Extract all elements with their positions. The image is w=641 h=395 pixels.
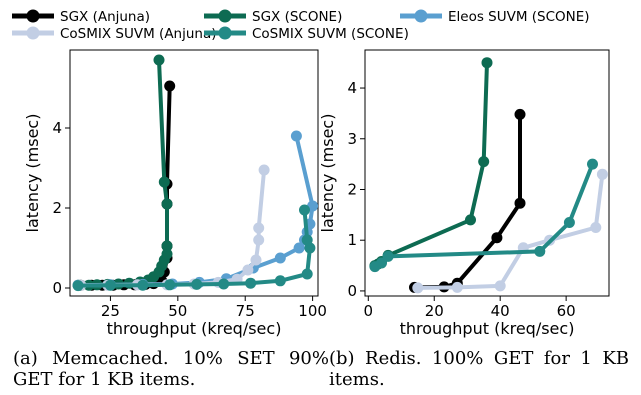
y-tick-label: 0 bbox=[52, 279, 62, 297]
data-point bbox=[164, 279, 176, 291]
series-line bbox=[78, 168, 267, 288]
data-point bbox=[412, 282, 424, 294]
x-tick-label: 60 bbox=[557, 302, 576, 320]
data-point bbox=[514, 108, 526, 120]
data-point bbox=[290, 130, 302, 142]
series-line bbox=[78, 84, 172, 288]
y-tick-label: 2 bbox=[52, 199, 62, 217]
data-point bbox=[158, 176, 170, 188]
data-point bbox=[218, 278, 230, 290]
y-tick-label: 4 bbox=[347, 79, 357, 97]
series-sgx-scone bbox=[72, 54, 173, 291]
series-line bbox=[76, 134, 315, 288]
legend-label: Eleos SUVM (SCONE) bbox=[448, 9, 590, 25]
series-line bbox=[76, 208, 312, 288]
data-point bbox=[258, 164, 270, 176]
series-cosmix-suvm-anjuna bbox=[412, 168, 608, 294]
legend-entry-sgx-anjuna: SGX (Anjuna) bbox=[12, 9, 150, 25]
data-point bbox=[253, 222, 265, 234]
plot-frame bbox=[69, 49, 319, 297]
data-point bbox=[153, 54, 165, 66]
data-point bbox=[563, 217, 575, 228]
data-point bbox=[245, 277, 257, 289]
data-point bbox=[164, 80, 176, 92]
legend-entry-sgx-scone: SGX (SCONE) bbox=[204, 9, 342, 25]
caption-redis: (b) Redis. 100% GET for 1 KB items. bbox=[329, 348, 629, 390]
x-tick-label: 20 bbox=[425, 302, 444, 320]
figure: SGX (Anjuna) SGX (SCONE) Eleos SUVM (SCONE… bbox=[12, 9, 610, 338]
series-sgx-anjuna bbox=[409, 108, 526, 293]
x-tick-label: 0 bbox=[364, 302, 374, 320]
legend-marker bbox=[26, 26, 40, 40]
data-point bbox=[299, 204, 310, 216]
series-eleos-suvm-scone bbox=[72, 130, 319, 291]
plot-redis: 0 20 40 60 0 1 2 3 4 throughput (kreq/sec) latency… bbox=[318, 49, 610, 338]
series-line bbox=[76, 58, 169, 288]
data-point bbox=[137, 279, 149, 291]
data-point bbox=[72, 280, 84, 292]
data-point bbox=[481, 57, 493, 69]
x-tick-label: 50 bbox=[168, 302, 187, 320]
series-line bbox=[412, 112, 522, 290]
data-point bbox=[382, 250, 394, 262]
legend-entry-cosmix-suvm-scone: CoSMIX SUVM (SCONE) bbox=[204, 26, 409, 42]
data-point bbox=[494, 280, 506, 292]
y-tick-label: 0 bbox=[347, 282, 357, 300]
legend-label: CoSMIX SUVM (Anjuna) bbox=[60, 26, 217, 42]
series-sgx-scone bbox=[369, 57, 493, 272]
legend: SGX (Anjuna) SGX (SCONE) Eleos SUVM (SCONE… bbox=[12, 9, 590, 42]
data-point bbox=[587, 158, 598, 170]
y-axis-label: latency (msec) bbox=[23, 114, 42, 233]
legend-marker bbox=[26, 9, 40, 23]
plot-frame bbox=[364, 49, 610, 297]
legend-marker bbox=[218, 9, 232, 23]
data-point bbox=[253, 234, 265, 246]
y-tick-label: 1 bbox=[347, 231, 357, 249]
data-point bbox=[590, 222, 602, 233]
x-axis-label: throughput (kreq/sec) bbox=[400, 319, 575, 338]
data-point bbox=[478, 156, 490, 168]
data-point bbox=[534, 245, 546, 257]
data-point bbox=[301, 268, 313, 280]
data-point bbox=[161, 198, 173, 210]
data-point bbox=[161, 240, 173, 252]
y-axis-label: latency (msec) bbox=[318, 114, 337, 233]
y-tick-label: 2 bbox=[347, 180, 357, 198]
data-point bbox=[465, 214, 476, 226]
legend-entry-eleos-suvm-scone: Eleos SUVM (SCONE) bbox=[400, 9, 590, 25]
legend-label: SGX (SCONE) bbox=[252, 9, 342, 25]
series-cosmix-suvm-scone bbox=[72, 204, 316, 292]
series-line bbox=[372, 60, 489, 268]
data-point bbox=[104, 279, 116, 291]
plot-memcached: 25 50 75 100 0 2 4 throughput (kreq/sec) latency… bbox=[23, 49, 327, 338]
x-tick-label: 40 bbox=[491, 302, 510, 320]
legend-label: SGX (Anjuna) bbox=[60, 9, 150, 25]
legend-marker bbox=[414, 9, 428, 23]
legend-entry-cosmix-suvm-anjuna: CoSMIX SUVM (Anjuna) bbox=[12, 26, 217, 42]
data-point bbox=[161, 248, 173, 260]
y-tick-label: 3 bbox=[347, 130, 357, 148]
data-point bbox=[514, 197, 526, 209]
x-tick-label: 100 bbox=[298, 302, 327, 320]
legend-marker bbox=[218, 26, 232, 40]
legend-label: CoSMIX SUVM (SCONE) bbox=[252, 26, 409, 42]
data-point bbox=[491, 232, 503, 244]
data-point bbox=[250, 254, 262, 266]
data-point bbox=[274, 275, 286, 287]
data-point bbox=[191, 278, 203, 290]
caption-memcached: (a) Memcached. 10% SET 90% GET for 1 KB … bbox=[13, 348, 329, 390]
data-point bbox=[242, 264, 254, 276]
x-axis-label: throughput (kreq/sec) bbox=[107, 319, 282, 338]
y-tick-label: 4 bbox=[52, 119, 62, 137]
data-point bbox=[451, 281, 463, 293]
data-point bbox=[293, 242, 305, 254]
data-point bbox=[301, 234, 313, 246]
data-point bbox=[274, 252, 286, 264]
x-tick-label: 75 bbox=[236, 302, 255, 320]
series-cosmix-suvm-scone bbox=[369, 158, 598, 273]
x-tick-label: 25 bbox=[101, 302, 120, 320]
data-point bbox=[596, 168, 608, 180]
